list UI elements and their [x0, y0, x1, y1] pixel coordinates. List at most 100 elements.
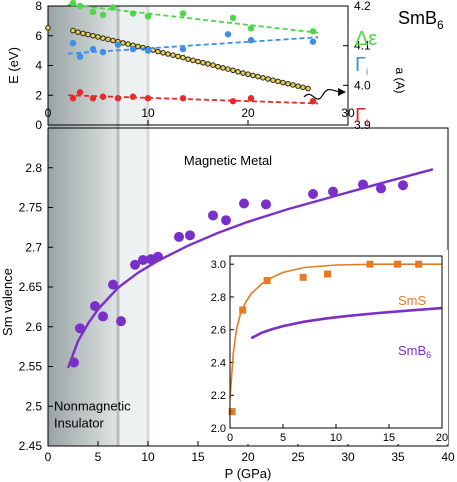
main-panel: 2.452.52.552.62.652.72.752.8 0 5 10 15 20 25 3…	[0, 127, 455, 481]
lattice-point	[260, 74, 266, 81]
inset-sms-point	[228, 408, 236, 416]
lattice-point	[135, 43, 141, 50]
inset-sms-point	[239, 306, 247, 314]
main-x-tick-label: 10	[141, 450, 155, 464]
series-point	[76, 53, 84, 60]
lattice-point	[225, 66, 231, 72]
top-y2-tick-label: 4.1	[354, 39, 371, 53]
smb6-valence-point	[358, 179, 368, 190]
series-point	[179, 45, 187, 53]
smb6-valence-point	[328, 186, 338, 197]
lattice-point	[220, 65, 226, 71]
main-x-axis-ticks: 0 5 10 15 20 25 30 35 40	[45, 441, 455, 464]
main-y-tick-label: 2.45	[19, 439, 43, 453]
smb6-valence-point	[376, 183, 386, 194]
insulator-shaded-region	[48, 6, 118, 446]
magnetic-metal-label: Magnetic Metal	[184, 153, 272, 168]
lattice-point	[45, 25, 51, 31]
smb6-valence-point	[221, 215, 231, 226]
smb6-valence-point	[308, 188, 318, 199]
smb6-valence-point	[261, 199, 271, 210]
smb6-valence-point	[130, 259, 140, 270]
chart-title-main: SmB	[398, 8, 437, 28]
lattice-point	[235, 69, 241, 75]
lattice-point	[170, 52, 176, 58]
inset-x-tick-label: 0	[227, 432, 233, 444]
inset-y-tick-label: 2.4	[211, 357, 226, 369]
lattice-point	[300, 84, 306, 91]
main-y-tick-label: 2.7	[25, 240, 42, 254]
series-point	[99, 93, 107, 100]
series-label: Δε	[355, 28, 377, 50]
top-y-tick-label: 8	[35, 0, 42, 13]
top-y-axis-label: E (eV)	[6, 47, 21, 84]
top-y2-tick-label: 4.0	[354, 78, 371, 92]
lattice-point	[80, 30, 86, 37]
lattice-point	[70, 27, 76, 34]
smb6-valence-point	[116, 316, 126, 327]
series-point	[114, 41, 122, 48]
insulator-label: Insulator	[54, 415, 105, 430]
main-y-tick-label: 2.5	[25, 399, 42, 413]
series-point	[114, 95, 122, 102]
smb6-valence-point	[90, 301, 100, 312]
series-point	[129, 10, 137, 17]
top-y-tick-label: 4	[35, 59, 42, 73]
main-y-tick-label: 2.55	[19, 360, 43, 374]
inset-series-label: SmB6	[398, 343, 431, 360]
series-point	[144, 13, 152, 20]
series-point	[129, 93, 137, 100]
top-x-tick-label: 20	[241, 106, 255, 120]
series-label: Γi	[355, 54, 368, 78]
lattice-point	[90, 32, 96, 39]
series-fit-t-line	[67, 94, 319, 105]
lattice-point	[155, 48, 161, 55]
inset-series-label: SmS	[398, 293, 427, 308]
inset-series-label-sub: 6	[426, 350, 431, 360]
lattice-point	[255, 73, 261, 80]
top-data-marks	[45, 0, 319, 105]
lattice-point	[175, 53, 181, 60]
series-point	[224, 31, 232, 38]
inset-sms-point	[324, 270, 332, 278]
series-point	[99, 11, 107, 19]
series-point	[309, 28, 317, 35]
series-label-main: Γ	[355, 54, 366, 76]
inset-y-axis-ticks: 2.0 2.2 2.4 2.6 2.8 3.0	[211, 259, 234, 435]
lattice-point	[105, 36, 111, 43]
chart-title-sub: 6	[437, 18, 444, 32]
series-point	[76, 89, 84, 96]
series-point	[69, 95, 77, 102]
smb6-valence-point	[185, 230, 195, 241]
series-point	[179, 95, 187, 102]
lattice-point	[100, 35, 106, 41]
lattice-arrow	[303, 88, 341, 100]
lattice-point	[205, 61, 211, 67]
series-point	[89, 95, 97, 102]
main-x-tick-label: 0	[45, 450, 52, 464]
lattice-point	[285, 80, 291, 87]
lattice-point	[85, 31, 91, 38]
inset-sms-point	[366, 260, 374, 268]
main-x-tick-label: 30	[341, 450, 355, 464]
lattice-point	[190, 57, 196, 64]
transition-shaded-region	[118, 6, 148, 446]
smb6-valence-point	[138, 254, 148, 265]
main-data-marks	[66, 168, 434, 369]
inset-series-label-main: SmB	[398, 343, 426, 358]
inset-sms-point	[263, 277, 271, 285]
main-y-axis-ticks: 2.45 2.5 2.55 2.6 2.65 2.7 2.75 2.8	[19, 161, 53, 453]
lattice-point	[250, 72, 256, 79]
inset-y-tick-label: 2.2	[211, 390, 226, 402]
smb6-valence-point	[98, 311, 108, 322]
chart-title: SmB6	[398, 8, 444, 32]
nonmagnetic-label: Nonmagnetic	[54, 398, 131, 413]
lattice-point	[95, 34, 101, 40]
series-point	[89, 8, 97, 16]
lattice-point	[245, 71, 251, 78]
lattice-point	[195, 58, 201, 65]
top-y-tick-label: 2	[35, 88, 42, 102]
top-x-tick-label: 30	[341, 106, 355, 120]
